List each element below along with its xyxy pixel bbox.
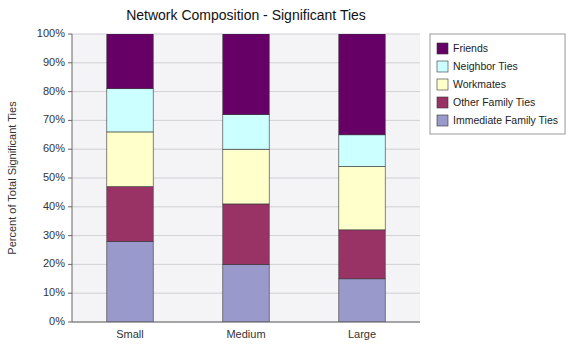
tick-label: 20% (43, 257, 65, 269)
tick-mark (68, 206, 72, 207)
tick-mark (68, 264, 72, 265)
tick-label: 30% (43, 229, 65, 241)
legend: Friends Neighbor Ties Workmates Other Famil… (430, 34, 565, 134)
tick-label: 80% (43, 85, 65, 97)
bar-segment (107, 187, 153, 242)
category-label: Small (116, 328, 144, 340)
legend-label: Workmates (453, 78, 506, 90)
tick-label: 0% (49, 315, 65, 327)
tick-label: 70% (43, 113, 65, 125)
bar-segment (339, 135, 385, 167)
tick-label: 100% (37, 27, 65, 39)
tick-label: 40% (43, 200, 65, 212)
bar-segment (223, 264, 269, 322)
y-axis-line (72, 34, 73, 322)
tick-mark (68, 293, 72, 294)
tick-mark (68, 120, 72, 121)
y-axis-label: Percent of Total Significant Ties (6, 101, 18, 255)
legend-label: Neighbor Ties (453, 60, 518, 72)
background (0, 0, 577, 352)
tick-label: 10% (43, 286, 65, 298)
grid (72, 34, 420, 322)
tick-mark (68, 62, 72, 63)
legend-swatch (437, 43, 448, 54)
bar-segment (339, 166, 385, 229)
grid-line (72, 322, 420, 323)
tick-mark (68, 91, 72, 92)
tick-mark (68, 34, 72, 35)
title: Network Composition - Significant Ties (126, 7, 366, 23)
tick-mark (68, 178, 72, 179)
legend-swatch (437, 79, 448, 90)
legend-label: Other Family Ties (453, 96, 535, 108)
plot-area (72, 34, 420, 322)
tick-label: 50% (43, 171, 65, 183)
tick-mark (68, 322, 72, 323)
bar-segment (223, 115, 269, 150)
bar-segment (223, 149, 269, 204)
bars (107, 34, 385, 322)
x-axis-line (72, 322, 420, 323)
bar-segment (223, 204, 269, 264)
tick-mark (68, 235, 72, 236)
bar-segment (339, 34, 385, 135)
legend-frame (430, 34, 565, 134)
bar-segment (339, 279, 385, 322)
category-label: Medium (226, 328, 265, 340)
bar-segment (339, 230, 385, 279)
tick-label: 60% (43, 142, 65, 154)
bar-segment (107, 89, 153, 132)
legend-swatch (437, 97, 448, 108)
chart: 0% 10% 20% 30% 40% 50% 60% 70% 80% 90% 100% Small Me… (0, 0, 577, 352)
legend-swatch (437, 61, 448, 72)
legend-swatch (437, 115, 448, 126)
bar-segment (107, 241, 153, 322)
category-label: Large (348, 328, 376, 340)
y-axis: 0% 10% 20% 30% 40% 50% 60% 70% 80% 90% 100% (37, 27, 72, 327)
bar-segment (107, 34, 153, 89)
bar-segment (223, 34, 269, 115)
tick-label: 90% (43, 56, 65, 68)
legend-label: Immediate Family Ties (453, 114, 558, 126)
tick-mark (68, 149, 72, 150)
bar-segment (107, 132, 153, 187)
legend-label: Friends (453, 42, 488, 54)
